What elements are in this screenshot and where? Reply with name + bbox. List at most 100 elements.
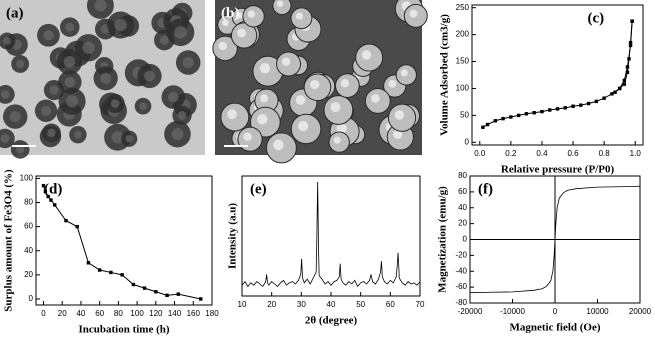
particle-texture — [330, 102, 341, 113]
data-point — [165, 293, 169, 298]
x-tick-label: 0.8 — [599, 149, 611, 158]
y-axis-label: Volume Adsorbed (cm3/g) — [439, 14, 451, 136]
particle-texture — [370, 94, 380, 103]
particle-texture — [340, 79, 350, 88]
y-tick-label: -20 — [455, 250, 467, 259]
particle-core — [0, 134, 10, 143]
x-tick-label: 0.0 — [474, 149, 486, 158]
y-tick-label: 100 — [20, 174, 34, 183]
particle-texture — [388, 79, 397, 88]
x-tick-label: 0 — [41, 309, 46, 318]
x-tick-label: 0.2 — [505, 149, 517, 158]
y-tick-label: -80 — [455, 298, 467, 307]
panel-label: (e) — [250, 181, 267, 197]
particle-core — [65, 22, 75, 32]
particle-texture — [295, 12, 304, 20]
particle-texture — [297, 120, 309, 132]
particle-core — [94, 0, 107, 12]
y-tick-label: 150 — [456, 57, 470, 66]
x-tick-label: 1.0 — [630, 149, 642, 158]
data-point — [199, 297, 203, 301]
plot-frame — [241, 175, 421, 297]
data-point — [142, 286, 147, 290]
panel-label: (f) — [478, 181, 493, 197]
x-axis-label: Magnetic field (Oe) — [509, 322, 600, 334]
data-point — [540, 109, 544, 114]
y-tick-label: 40 — [24, 246, 33, 255]
series-line — [482, 21, 633, 128]
data-point — [49, 198, 53, 202]
particle-texture — [276, 0, 284, 7]
particle-texture — [409, 9, 418, 18]
particle-core — [3, 37, 11, 45]
y-tick-label: 0 — [465, 137, 470, 146]
particle-texture — [260, 94, 269, 103]
particle-texture — [227, 109, 237, 120]
particle-core — [41, 105, 52, 116]
data-point — [120, 273, 124, 277]
data-point — [481, 125, 485, 129]
y-tick-label: -60 — [455, 282, 467, 291]
y-tick-label: 0 — [29, 294, 34, 303]
y-tick-label: 60 — [24, 222, 33, 231]
particle-texture — [237, 28, 246, 38]
y-tick-label: -40 — [455, 266, 467, 275]
particle-texture — [336, 123, 347, 134]
data-point — [594, 99, 599, 104]
particle-core — [167, 91, 179, 103]
x-tick-label: 60 — [95, 309, 104, 318]
x-tick-label: 40 — [327, 300, 336, 309]
panel-label: (d) — [44, 181, 62, 197]
particle-core — [82, 41, 95, 54]
data-point — [586, 101, 591, 106]
x-tick-label: 80 — [114, 309, 123, 318]
particle-core — [43, 30, 54, 41]
y-tick-label: 20 — [458, 219, 467, 228]
data-point — [613, 90, 617, 94]
data-point — [625, 65, 630, 69]
particle-core — [114, 18, 127, 32]
data-point — [532, 110, 536, 115]
y-tick-label: 0 — [463, 235, 468, 244]
data-point — [86, 261, 91, 265]
data-point — [627, 57, 631, 61]
data-point — [493, 119, 498, 123]
x-tick-label: 100 — [130, 309, 144, 318]
tem-image — [0, 0, 205, 159]
y-axis-label: Magnetization (emu/g) — [437, 186, 449, 293]
particle-texture — [243, 132, 252, 142]
data-point — [579, 103, 583, 107]
panel-label: (a) — [6, 5, 24, 21]
particle-core — [139, 102, 147, 110]
data-point — [509, 115, 513, 119]
x-axis-label: 2θ (degree) — [305, 315, 358, 327]
particle-core — [177, 111, 187, 120]
x-tick-label: 180 — [205, 309, 219, 318]
data-point — [516, 113, 521, 118]
particle-core — [125, 135, 133, 143]
x-tick-label: 0.6 — [567, 149, 579, 158]
particle-core — [159, 35, 169, 45]
x-tick-label: 40 — [76, 309, 85, 318]
data-point — [53, 203, 57, 207]
particle-core — [174, 26, 187, 39]
data-point — [630, 19, 634, 23]
particle-core — [63, 56, 76, 68]
particle-texture — [247, 10, 256, 18]
panel-label: (c) — [588, 10, 605, 26]
data-point — [485, 122, 490, 127]
x-axis-label: Relative pressure (P/P0) — [501, 164, 615, 176]
data-point — [548, 108, 552, 112]
x-tick-label: 0.4 — [536, 149, 548, 158]
particle-core — [16, 59, 25, 69]
data-point — [176, 292, 180, 296]
x-tick-label: -20000 — [458, 307, 483, 316]
particle-core — [111, 131, 124, 144]
data-point — [524, 112, 529, 116]
data-point — [602, 96, 606, 100]
panel-label: (b) — [221, 5, 239, 21]
x-tick-label: -10000 — [500, 307, 525, 316]
particle-core — [73, 130, 82, 139]
particle-texture — [273, 139, 284, 151]
